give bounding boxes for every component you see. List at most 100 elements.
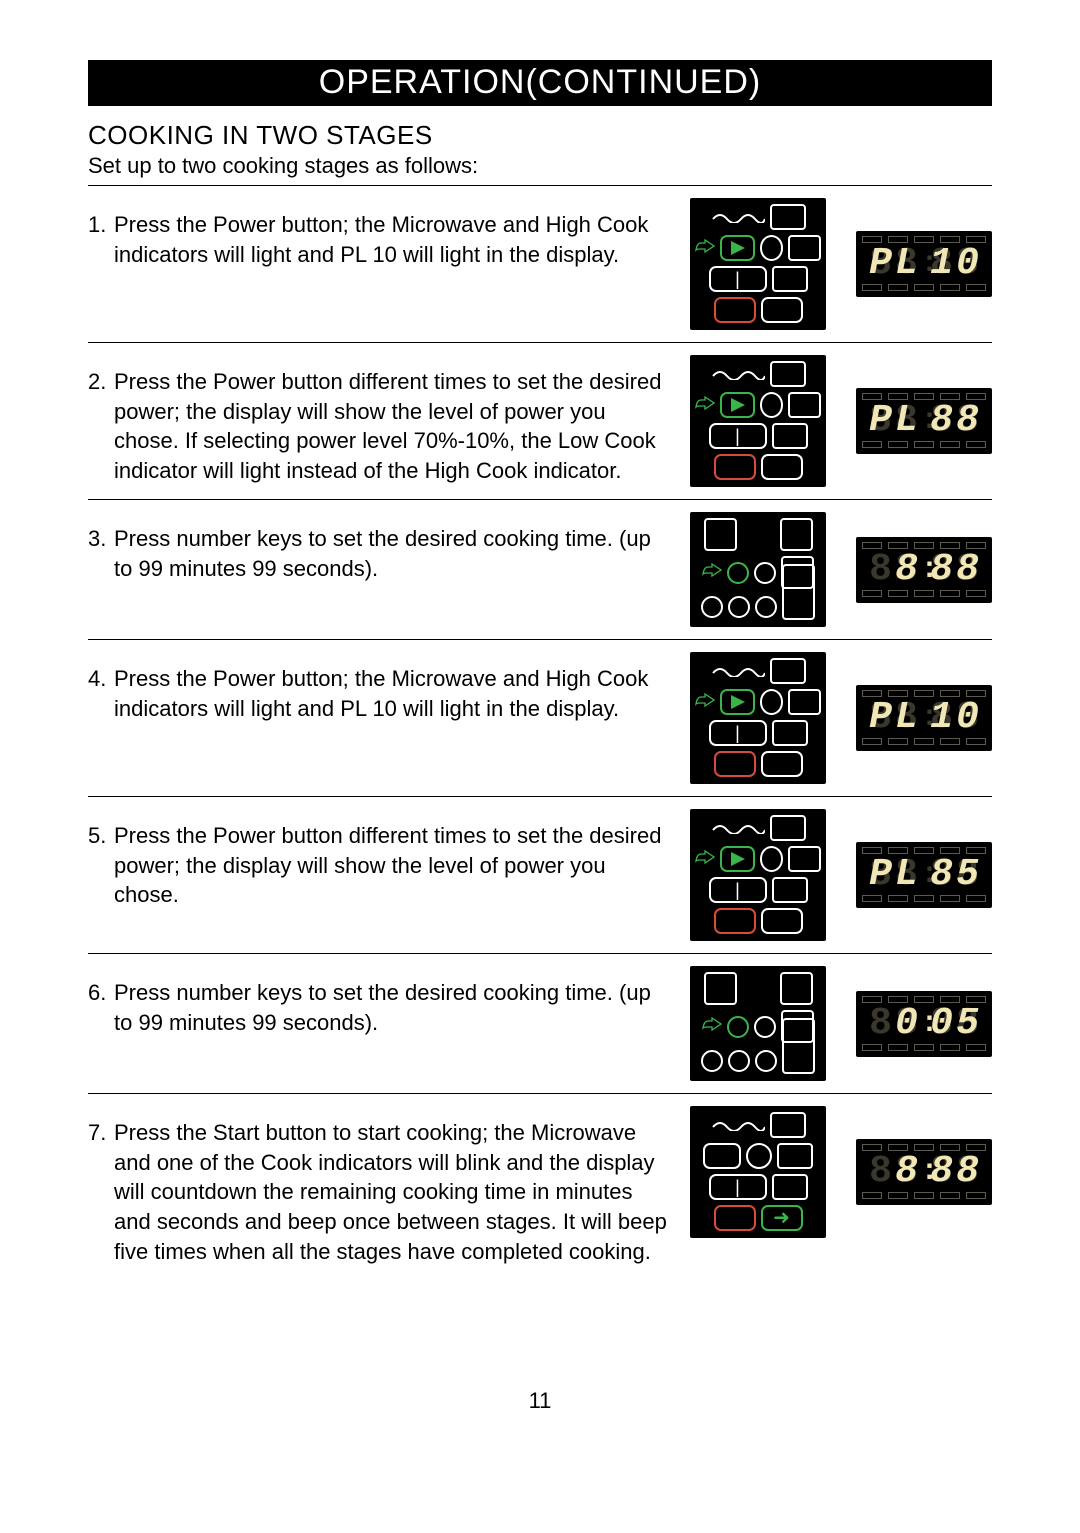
start-button[interactable] bbox=[761, 751, 803, 777]
key-button[interactable] bbox=[780, 972, 813, 1005]
stop-button[interactable] bbox=[714, 297, 756, 323]
key-button[interactable] bbox=[704, 972, 737, 1005]
panel-button[interactable]: | bbox=[709, 877, 767, 903]
start-button[interactable]: ➜ bbox=[761, 1205, 803, 1231]
start-button[interactable] bbox=[761, 297, 803, 323]
step-number: 2. bbox=[88, 367, 114, 486]
key-button[interactable] bbox=[727, 562, 749, 584]
key-button[interactable] bbox=[782, 564, 815, 620]
panel-button[interactable]: | bbox=[709, 720, 767, 746]
colon-icon: : bbox=[921, 1155, 928, 1189]
stop-button[interactable] bbox=[714, 751, 756, 777]
indicator-icon bbox=[888, 1192, 908, 1199]
colon-icon: : bbox=[921, 701, 928, 735]
segment-digit: 8 P bbox=[869, 245, 893, 283]
colon-icon: : bbox=[921, 858, 928, 892]
start-button[interactable] bbox=[761, 908, 803, 934]
segment-digit: 8 8 bbox=[895, 551, 919, 589]
indicator-icon bbox=[914, 1192, 934, 1199]
indicator-icon bbox=[888, 1044, 908, 1051]
press-hand-icon bbox=[702, 1017, 722, 1036]
panel-button[interactable] bbox=[777, 1143, 813, 1169]
panel-button[interactable] bbox=[772, 423, 808, 449]
indicator-icon bbox=[862, 738, 882, 745]
panel-button[interactable] bbox=[788, 689, 821, 715]
step-row: 5. Press the Power button different time… bbox=[88, 797, 992, 953]
segment-digit: 8 1 bbox=[930, 699, 954, 737]
key-button[interactable] bbox=[755, 596, 777, 618]
control-panel: | bbox=[690, 652, 826, 784]
step-number: 3. bbox=[88, 524, 114, 583]
key-button[interactable] bbox=[754, 1016, 776, 1038]
key-button[interactable] bbox=[782, 1018, 815, 1074]
segment-digit: 8 0 bbox=[930, 1005, 954, 1043]
key-button[interactable] bbox=[755, 1050, 777, 1072]
dial-icon bbox=[760, 235, 784, 261]
segment-digit: 8 L bbox=[895, 245, 919, 283]
led-display: 8 P 8 L : 8 1 8 0 bbox=[856, 231, 992, 297]
led-display: 8 P 8 L : 8 8 8 5 bbox=[856, 842, 992, 908]
key-button[interactable] bbox=[701, 1050, 723, 1072]
panel-button[interactable] bbox=[772, 877, 808, 903]
panel-button[interactable] bbox=[772, 266, 808, 292]
indicator-icon bbox=[940, 590, 960, 597]
control-panel: | bbox=[690, 355, 826, 487]
indicator-icon bbox=[888, 284, 908, 291]
indicator-icon bbox=[862, 441, 882, 448]
segment-digit: 8 8 bbox=[930, 1153, 954, 1191]
panel-button[interactable]: | bbox=[709, 1174, 767, 1200]
key-button[interactable] bbox=[704, 518, 737, 551]
indicator-icon bbox=[914, 590, 934, 597]
key-button[interactable] bbox=[727, 1016, 749, 1038]
panel-button[interactable] bbox=[788, 846, 821, 872]
key-button[interactable] bbox=[754, 562, 776, 584]
stop-button[interactable] bbox=[714, 1205, 756, 1231]
press-hand-icon bbox=[695, 396, 715, 415]
indicator-icon bbox=[966, 590, 986, 597]
power-button[interactable] bbox=[720, 392, 755, 418]
segment-digit: 8 P bbox=[869, 699, 893, 737]
panel-button[interactable] bbox=[703, 1143, 741, 1169]
step-row: 7. Press the Start button to start cooki… bbox=[88, 1094, 992, 1278]
stop-button[interactable] bbox=[714, 908, 756, 934]
step-number: 7. bbox=[88, 1118, 114, 1266]
panel-button[interactable] bbox=[772, 1174, 808, 1200]
section-header: OPERATION(CONTINUED) bbox=[88, 60, 992, 106]
segment-digit: 8 P bbox=[869, 856, 893, 894]
start-button[interactable] bbox=[761, 454, 803, 480]
power-button[interactable] bbox=[720, 235, 755, 261]
segment-digit: 8 5 bbox=[956, 1005, 980, 1043]
intro-text: Set up to two cooking stages as follows: bbox=[88, 153, 992, 179]
indicator-icon bbox=[940, 1044, 960, 1051]
power-button[interactable] bbox=[720, 689, 755, 715]
segment-digit: 8 5 bbox=[956, 856, 980, 894]
segment-digit: 8 L bbox=[895, 856, 919, 894]
indicator-icon bbox=[862, 895, 882, 902]
power-button[interactable] bbox=[720, 846, 755, 872]
segment-digit: 8 0 bbox=[895, 1005, 919, 1043]
stop-button[interactable] bbox=[714, 454, 756, 480]
press-hand-icon bbox=[695, 850, 715, 869]
indicator-icon bbox=[862, 284, 882, 291]
panel-button[interactable] bbox=[788, 235, 821, 261]
step-text: Press number keys to set the desired coo… bbox=[114, 978, 674, 1037]
panel-button[interactable] bbox=[772, 720, 808, 746]
panel-button[interactable] bbox=[788, 392, 821, 418]
panel-button[interactable]: | bbox=[709, 423, 767, 449]
colon-icon: : bbox=[921, 404, 928, 438]
indicator-icon bbox=[888, 441, 908, 448]
step-number: 1. bbox=[88, 210, 114, 269]
indicator-icon bbox=[914, 895, 934, 902]
indicator-icon bbox=[862, 1192, 882, 1199]
key-button[interactable] bbox=[701, 596, 723, 618]
step-row: 4. Press the Power button; the Microwave… bbox=[88, 640, 992, 796]
dial-icon bbox=[760, 846, 784, 872]
segment-digit: 8 8 bbox=[930, 856, 954, 894]
led-display: 8 8 0 : 8 0 8 5 bbox=[856, 991, 992, 1057]
key-button[interactable] bbox=[780, 518, 813, 551]
panel-button[interactable]: | bbox=[709, 266, 767, 292]
page-number: 11 bbox=[88, 1388, 992, 1414]
step-text: Press the Power button different times t… bbox=[114, 367, 674, 486]
key-button[interactable] bbox=[728, 1050, 750, 1072]
key-button[interactable] bbox=[728, 596, 750, 618]
